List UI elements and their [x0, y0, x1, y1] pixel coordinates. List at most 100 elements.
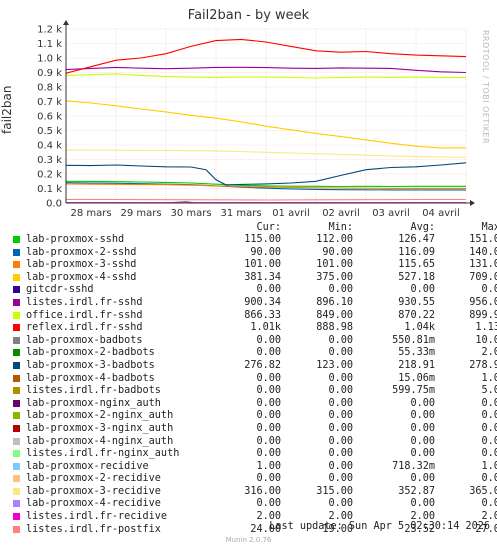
legend-row: lab-proxmox-nginx_auth 0.00 0.00 0.00 0.00: [12, 397, 497, 411]
legend-min-value: 19.00: [322, 523, 353, 535]
legend-series-name: lab-proxmox-badbots: [26, 334, 143, 346]
legend-series-name: listes.irdl.fr-recidive: [26, 511, 168, 523]
legend-cur-value: 900.34: [244, 296, 281, 308]
series-line: [65, 162, 467, 186]
legend-swatch: [13, 248, 20, 256]
legend-row: lab-proxmox-4-nginx_auth 0.00 0.00 0.00 0.00: [12, 435, 497, 449]
legend-swatch: [13, 261, 20, 269]
munin-version: Munin 2.0.76: [225, 536, 272, 544]
legend-row: lab-proxmox-4-badbots 0.00 0.00 15.06m 1.00: [12, 372, 497, 386]
legend-series-name: lab-proxmox-4-nginx_auth: [26, 435, 174, 447]
legend-row: office.irdl.fr-sshd 866.33 849.00 870.22 899…: [12, 310, 497, 323]
legend-swatch: [13, 286, 20, 294]
legend-max-value: 0.00: [481, 435, 497, 447]
legend-cur-value: 1.00: [256, 460, 281, 472]
legend-swatch: [13, 424, 20, 432]
legend-series-name: lab-proxmox-recidive: [26, 460, 149, 472]
legend-min-value: 315.00: [316, 485, 353, 497]
legend-series-name: lab-proxmox-4-sshd: [26, 271, 137, 283]
legend-swatch: [13, 236, 20, 243]
legend-avg-value: 0.00: [410, 410, 435, 422]
legend-avg-value: 0.00: [410, 498, 435, 510]
legend-avg-value: 550.81m: [392, 334, 435, 346]
legend-min-value: 0.00: [328, 347, 353, 359]
legend-row: listes.irdl.fr-nginx_auth 0.00 0.00 0.00 0.0…: [12, 448, 497, 461]
legend-series-name: listes.irdl.fr-nginx_auth: [26, 448, 180, 460]
legend-min-value: 0.00: [328, 410, 353, 422]
x-axis-arrow: [470, 200, 475, 206]
legend-avg-value: 126.47: [398, 234, 435, 245]
legend-row: listes.irdl.fr-badbots 0.00 0.00 599.75m 5.0…: [12, 385, 497, 398]
legend-cur-value: 381.34: [244, 271, 281, 283]
legend-avg-value: 352.87: [398, 485, 435, 497]
legend-series-name: lab-proxmox-2-recidive: [26, 473, 161, 485]
legend-avg-value: 0.00: [410, 397, 435, 409]
series-line: [65, 180, 466, 188]
legend-row: lab-proxmox-3-nginx_auth 0.00 0.00 0.00 0.00: [12, 422, 497, 436]
legend-series-name: lab-proxmox-sshd: [26, 234, 125, 245]
legend-cur-value: 24.00: [250, 523, 281, 535]
legend-swatch: [13, 374, 20, 382]
legend-row: lab-proxmox-3-sshd 101.00 101.00 115.65 131.…: [12, 259, 497, 272]
legend-row: listes.irdl.fr-postfix 24.00 19.00 23.52 27.…: [12, 523, 497, 537]
x-tick-label: 04 avril: [422, 208, 460, 219]
legend-header-row: Cur: Min: Avg: Max:: [12, 222, 497, 234]
legend-series-name: lab-proxmox-3-nginx_auth: [26, 422, 174, 434]
legend-series-name: lab-proxmox-2-nginx_auth: [26, 410, 174, 422]
legend-min-value: 2.00: [328, 511, 353, 523]
legend-max-value: 0.00: [481, 448, 497, 460]
legend-row: lab-proxmox-2-recidive 0.00 0.00 0.00 0.00: [12, 473, 497, 486]
legend-max-value: 899.98: [469, 309, 497, 321]
legend-cur-value: 0.00: [256, 410, 281, 422]
legend-series-name: lab-proxmox-3-recidive: [26, 485, 161, 497]
legend-min-value: 0.00: [328, 460, 353, 472]
legend-series-name: lab-proxmox-2-badbots: [26, 347, 155, 359]
series-line: [65, 198, 466, 201]
legend-row: lab-proxmox-4-recidive 0.00 0.00 0.00 0.00: [12, 498, 497, 511]
legend-series-name: lab-proxmox-nginx_auth: [26, 397, 161, 409]
legend-max-value: 2.00: [481, 511, 497, 523]
legend-series-name: lab-proxmox-4-recidive: [26, 498, 161, 510]
legend-min-value: 123.00: [316, 359, 353, 371]
legend-swatch: [13, 450, 20, 458]
legend-swatch: [13, 324, 20, 332]
legend-series-name: lab-proxmox-3-sshd: [26, 259, 137, 271]
legend-row: lab-proxmox-badbots 0.00 0.00 550.81m 10.00: [12, 334, 497, 348]
legend-avg-value: 23.52: [404, 523, 435, 535]
y-tick-label: 0.6 k: [37, 112, 62, 123]
legend-row: lab-proxmox-sshd 115.00 112.00 126.47 151.00: [12, 234, 497, 247]
x-tick-label: 31 mars: [220, 208, 261, 219]
y-tick-label: 1.2 k: [37, 25, 62, 36]
y-tick-label: 0.4 k: [37, 141, 62, 152]
legend-swatch: [13, 513, 20, 521]
series-line: [65, 66, 467, 74]
y-tick-label: 0.2 k: [37, 170, 62, 181]
legend-series-name: listes.irdl.fr-sshd: [26, 296, 143, 308]
legend-max-value: 2.00: [481, 347, 497, 359]
y-tick-label: 0.8 k: [37, 83, 62, 94]
legend-min-value: 0.00: [328, 372, 353, 384]
legend-row: lab-proxmox-3-badbots 276.82 123.00 218.91 2…: [12, 359, 497, 373]
legend-swatch: [13, 487, 20, 495]
legend-max-value: 10.00: [475, 334, 497, 346]
y-tick-label: 0.5 k: [37, 126, 62, 137]
y-tick-label: 0.9 k: [37, 68, 62, 79]
legend-series-name: lab-proxmox-2-sshd: [26, 246, 137, 258]
legend-min-value: 0.00: [328, 473, 353, 485]
legend-avg-value: 15.06m: [398, 372, 435, 384]
legend-min-value: 0.00: [328, 435, 353, 447]
legend-avg-value: 930.55: [398, 296, 435, 308]
x-tick-label: 30 mars: [170, 208, 211, 219]
legend-cur-value: 0.00: [256, 435, 281, 447]
x-tick-label: 28 mars: [70, 208, 111, 219]
last-update: Last update: Sun Apr 5 02:30:14 2026: [269, 521, 490, 532]
legend-max-value: 1.00: [481, 460, 497, 472]
legend-row: gitcdr-sshd 0.00 0.00 0.00 0.00: [12, 284, 497, 297]
series-line: [65, 149, 467, 158]
legend-row: listes.irdl.fr-recidive 2.00 2.00 2.00 2.00: [12, 511, 497, 524]
legend-avg-value: 0.00: [410, 448, 435, 460]
legend-max-value: 1.13k: [475, 322, 497, 334]
legend-cur-value: 0.00: [256, 284, 281, 296]
legend-row: listes.irdl.fr-sshd 900.34 896.10 930.55 956…: [12, 296, 497, 310]
legend-row: lab-proxmox-4-sshd 381.34 375.00 527.18 709.…: [12, 271, 497, 285]
